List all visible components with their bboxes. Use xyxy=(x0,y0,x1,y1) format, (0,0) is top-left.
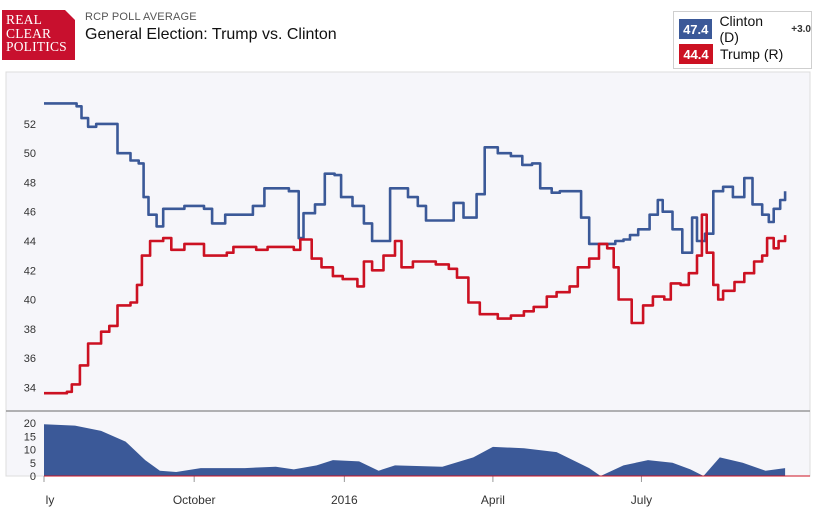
clinton-spread: +3.0 xyxy=(791,23,811,35)
spread-y-tick-label: 0 xyxy=(30,471,36,483)
logo-corner xyxy=(65,10,75,20)
legend-row-trump[interactable]: 44.4 Trump (R) xyxy=(679,44,783,64)
clinton-legend-name: Clinton (D) xyxy=(719,13,764,45)
y-tick-label: 46 xyxy=(24,207,36,219)
clinton-series-line[interactable] xyxy=(44,102,787,254)
y-tick-label: 40 xyxy=(24,295,36,307)
legend-box: 47.4 Clinton (D) +3.0 44.4 Trump (R) xyxy=(673,11,812,69)
spread-y-tick-label: 15 xyxy=(24,431,36,443)
logo-line-3: POLITICS xyxy=(6,39,67,54)
y-tick-label: 42 xyxy=(24,265,36,277)
legend-row-clinton[interactable]: 47.4 Clinton (D) +3.0 xyxy=(679,13,811,45)
y-tick-label: 34 xyxy=(24,382,36,394)
trump-value-badge: 44.4 xyxy=(679,44,713,64)
spread-y-tick-label: 5 xyxy=(30,458,36,470)
logo-line-1: REAL xyxy=(6,12,43,27)
spread-y-tick-label: 20 xyxy=(24,418,36,430)
logo-line-2: CLEAR xyxy=(6,25,52,41)
trump-series-line[interactable] xyxy=(44,213,787,395)
rcp-logo[interactable]: REAL CLEAR POLITICS xyxy=(2,10,75,60)
y-tick-label: 48 xyxy=(24,177,36,189)
spread-area xyxy=(44,424,786,476)
spread-y-tick-label: 10 xyxy=(24,445,36,457)
x-tick-label: ly xyxy=(46,493,55,507)
y-tick-label: 36 xyxy=(24,353,36,365)
y-tick-label: 50 xyxy=(24,148,36,160)
clinton-value-badge: 47.4 xyxy=(679,19,713,39)
y-tick-label: 44 xyxy=(24,236,36,248)
trump-legend-name: Trump (R) xyxy=(720,46,784,62)
poll-supertitle: RCP POLL AVERAGE xyxy=(85,11,197,23)
x-tick-label: 2016 xyxy=(331,493,358,507)
y-tick-label: 38 xyxy=(24,324,36,336)
plot-background xyxy=(5,71,811,477)
y-tick-label: 52 xyxy=(24,119,36,131)
x-tick-label: October xyxy=(173,493,216,507)
x-tick-label: April xyxy=(481,493,505,507)
chart-title: General Election: Trump vs. Clinton xyxy=(85,26,337,43)
x-tick-label: July xyxy=(631,493,652,507)
